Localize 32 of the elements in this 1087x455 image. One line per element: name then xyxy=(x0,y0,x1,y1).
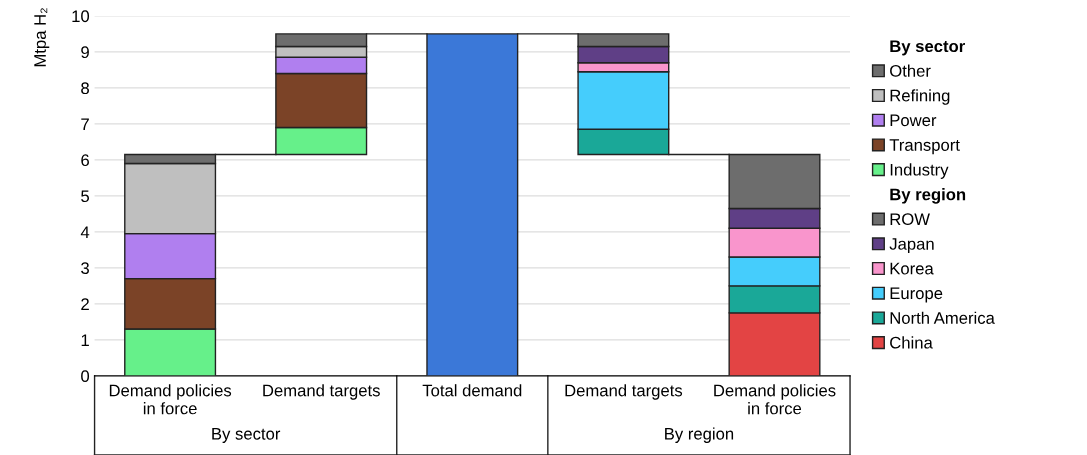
legend-label: Industry xyxy=(890,163,949,179)
x-tick-label: Demand policies in force xyxy=(714,384,836,415)
legend-label: Japan xyxy=(889,238,934,254)
legend-label: Other xyxy=(890,64,931,77)
x-tick-label: Demand policies in force xyxy=(109,384,232,415)
y-tick-label: 5 xyxy=(81,190,90,203)
text: By sector xyxy=(890,40,965,56)
x-tick-label: Demand targets xyxy=(263,384,380,400)
legend-label: China xyxy=(890,336,933,349)
text: By region xyxy=(890,188,966,204)
y-tick-label: 2 xyxy=(81,298,89,310)
y-tick-label: 8 xyxy=(81,82,89,95)
y-tick-label: 1 xyxy=(81,334,89,346)
legend-label: Power xyxy=(890,114,937,127)
y-tick-label: 7 xyxy=(81,118,89,130)
legend-label: Refining xyxy=(890,89,950,105)
text: By sector xyxy=(212,428,281,443)
x-tick-label: Total demand xyxy=(422,384,522,397)
y-tick-label: 6 xyxy=(81,154,89,167)
text: By region xyxy=(665,427,734,443)
y-tick-label: 9 xyxy=(81,46,89,59)
legend-label: Europe xyxy=(890,287,943,303)
y-tick-label: 0 xyxy=(81,370,90,383)
y-axis-title: Mtpa H₂ xyxy=(34,8,50,67)
legend-label: Transport xyxy=(889,139,960,155)
x-tick-label: Demand targets xyxy=(565,384,683,400)
legend-label: North America xyxy=(890,311,995,324)
legend-label: ROW xyxy=(890,213,930,226)
legend-label: Korea xyxy=(890,262,934,275)
y-tick-label: 4 xyxy=(80,226,90,238)
y-tick-label: 10 xyxy=(72,10,90,23)
y-tick-label: 3 xyxy=(81,262,89,275)
